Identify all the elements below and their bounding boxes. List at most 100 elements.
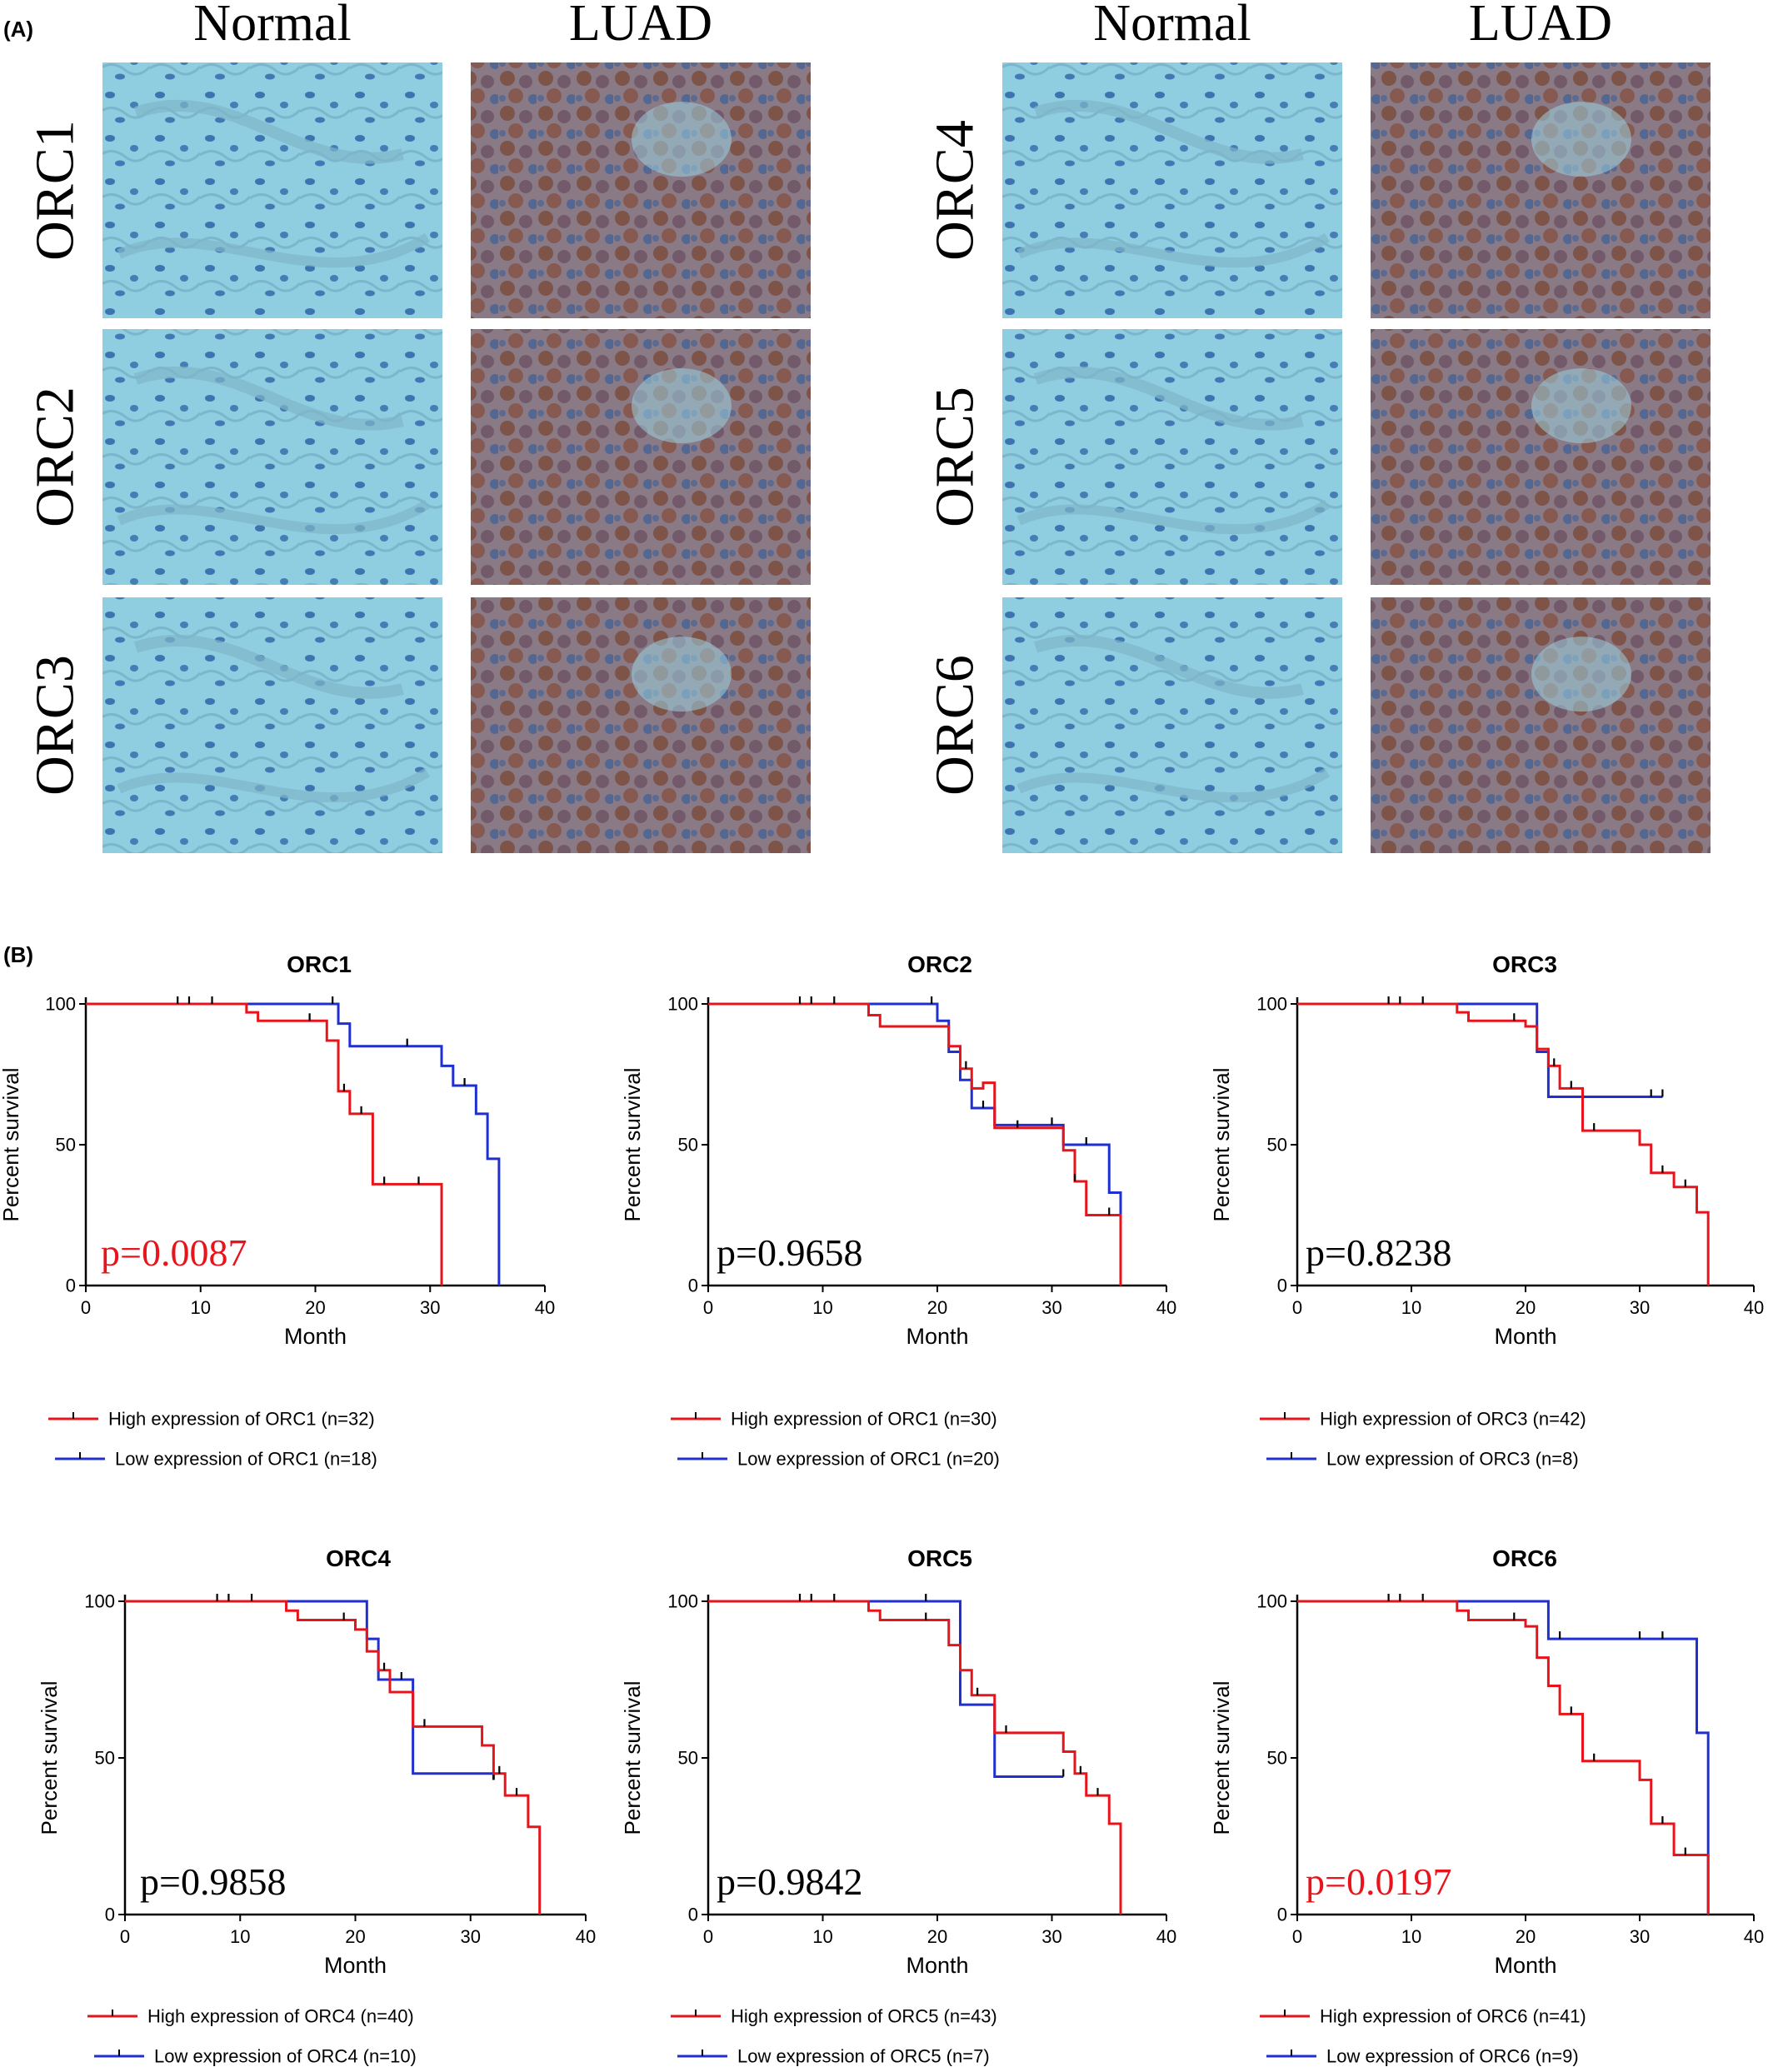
x-tick-label: 0 xyxy=(703,1297,713,1318)
x-tick-label: 40 xyxy=(576,1926,596,1947)
survival-curve xyxy=(86,1002,443,1286)
row-label-orc3: ORC3 xyxy=(25,655,86,796)
p-value: p=0.9842 xyxy=(717,1860,862,1903)
x-tick-label: 10 xyxy=(1401,1297,1421,1318)
y-tick-label: 0 xyxy=(1277,1276,1287,1296)
p-value: p=0.8238 xyxy=(1306,1231,1451,1274)
y-tick-label: 0 xyxy=(688,1276,698,1296)
survival-curve xyxy=(1297,1600,1710,1915)
x-tick-label: 40 xyxy=(1156,1297,1176,1318)
x-tick-label: 10 xyxy=(812,1926,832,1947)
y-tick-label: 50 xyxy=(678,1135,698,1156)
x-tick-label: 10 xyxy=(230,1926,250,1947)
panel-a-label: (A) xyxy=(3,17,33,42)
series-high-expression xyxy=(708,996,1122,1286)
chart-title: ORC4 xyxy=(326,1545,391,1571)
legend-item-low: Low expression of ORC1 (n=20) xyxy=(677,1449,1000,1470)
legend-label: Low expression of ORC1 (n=18) xyxy=(115,1449,377,1470)
row-label-orc4: ORC4 xyxy=(925,120,986,261)
normal-image-orc1 xyxy=(102,62,442,318)
y-tick-label: 0 xyxy=(66,1276,76,1296)
x-tick-label: 30 xyxy=(1630,1926,1650,1947)
x-tick-label: 30 xyxy=(1041,1297,1061,1318)
x-tick-label: 10 xyxy=(191,1297,211,1318)
survival-curve xyxy=(708,1600,1122,1915)
normal-image-orc4 xyxy=(1002,62,1342,318)
series-high-expression xyxy=(86,996,443,1286)
y-tick-label: 0 xyxy=(688,1905,698,1925)
x-tick-label: 10 xyxy=(1401,1926,1421,1947)
km-chart-orc5: ORC5 0 50 100 0 10 20 30 40 Month Percent survival… xyxy=(620,1545,1176,2067)
survival-curve xyxy=(1297,1002,1663,1099)
column-header-luad: LUAD xyxy=(569,0,712,52)
legend-item-low: Low expression of ORC3 (n=8) xyxy=(1266,1449,1579,1470)
x-tick-label: 30 xyxy=(420,1297,440,1318)
x-tick-label: 20 xyxy=(927,1926,947,1947)
y-tick-label: 100 xyxy=(84,1591,115,1612)
legend-item-low: Low expression of ORC6 (n=9) xyxy=(1266,2046,1579,2067)
x-axis-label: Month xyxy=(906,1324,968,1349)
legend-label: High expression of ORC4 (n=40) xyxy=(147,2006,414,2027)
p-value: p=0.0197 xyxy=(1306,1860,1451,1903)
survival-curve xyxy=(708,1600,1064,1779)
row-label-orc1: ORC1 xyxy=(25,120,86,261)
y-axis-label: Percent survival xyxy=(620,1681,645,1835)
y-tick-label: 0 xyxy=(105,1905,115,1925)
survival-curve xyxy=(708,1002,1122,1286)
x-tick-label: 20 xyxy=(1516,1297,1536,1318)
legend-label: Low expression of ORC3 (n=8) xyxy=(1326,1449,1579,1470)
row-label-orc2: ORC2 xyxy=(25,387,86,527)
luad-image-orc2 xyxy=(471,329,811,585)
series-low-expression xyxy=(125,1600,495,1780)
y-axis-label: Percent survival xyxy=(620,1068,645,1222)
column-header-normal: Normal xyxy=(1093,0,1251,52)
survival-curve xyxy=(125,1600,542,1915)
y-axis-label: Percent survival xyxy=(1209,1681,1234,1835)
y-tick-label: 100 xyxy=(667,994,698,1015)
y-tick-label: 100 xyxy=(1256,1591,1287,1612)
row-label-orc6: ORC6 xyxy=(925,655,986,796)
panel-b-label: (B) xyxy=(3,942,33,967)
x-axis-label: Month xyxy=(1494,1953,1556,1978)
p-value: p=0.0087 xyxy=(101,1231,247,1274)
legend-label: Low expression of ORC6 (n=9) xyxy=(1326,2046,1579,2067)
legend-label: Low expression of ORC4 (n=10) xyxy=(154,2046,417,2067)
km-chart-orc3: ORC3 0 50 100 0 10 20 30 40 Month Percent survival… xyxy=(1209,951,1764,1470)
p-value: p=0.9658 xyxy=(717,1231,862,1274)
legend-label: Low expression of ORC1 (n=20) xyxy=(737,1449,1000,1470)
series-low-expression xyxy=(708,1594,1065,1779)
p-value: p=0.9858 xyxy=(140,1860,286,1903)
legend-item-high: High expression of ORC1 (n=32) xyxy=(48,1409,375,1430)
y-tick-label: 100 xyxy=(45,994,76,1015)
km-chart-orc2: ORC2 0 50 100 0 10 20 30 40 Month Percent survival… xyxy=(620,951,1176,1470)
x-tick-label: 10 xyxy=(812,1297,832,1318)
x-tick-label: 20 xyxy=(305,1297,325,1318)
luad-image-orc3 xyxy=(471,597,811,853)
x-axis-label: Month xyxy=(284,1324,347,1349)
legend-item-low: Low expression of ORC4 (n=10) xyxy=(94,2046,417,2067)
series-high-expression xyxy=(1297,996,1710,1286)
y-tick-label: 50 xyxy=(678,1748,698,1769)
y-tick-label: 100 xyxy=(667,1591,698,1612)
y-tick-label: 50 xyxy=(95,1748,115,1769)
x-tick-label: 0 xyxy=(1292,1926,1302,1947)
legend-label: High expression of ORC1 (n=32) xyxy=(108,1409,375,1430)
legend-item-high: High expression of ORC4 (n=40) xyxy=(87,2006,414,2027)
km-chart-orc6: ORC6 0 50 100 0 10 20 30 40 Month Percent survival… xyxy=(1209,1545,1764,2067)
column-header-normal: Normal xyxy=(193,0,351,52)
legend-label: High expression of ORC1 (n=30) xyxy=(731,1409,997,1430)
x-tick-label: 30 xyxy=(461,1926,481,1947)
chart-title: ORC1 xyxy=(287,951,352,977)
series-low-expression xyxy=(86,996,501,1286)
x-tick-label: 40 xyxy=(1744,1926,1764,1947)
x-tick-label: 20 xyxy=(345,1926,365,1947)
km-chart-orc1: ORC1 0 50 100 0 10 20 30 40 Month Percent survival… xyxy=(0,951,555,1470)
normal-image-orc6 xyxy=(1002,597,1342,853)
chart-title: ORC3 xyxy=(1492,951,1557,977)
normal-image-orc2 xyxy=(102,329,442,585)
series-low-expression xyxy=(1297,1002,1664,1099)
y-tick-label: 50 xyxy=(56,1135,76,1156)
y-tick-label: 50 xyxy=(1267,1135,1287,1156)
row-label-orc5: ORC5 xyxy=(925,387,986,527)
